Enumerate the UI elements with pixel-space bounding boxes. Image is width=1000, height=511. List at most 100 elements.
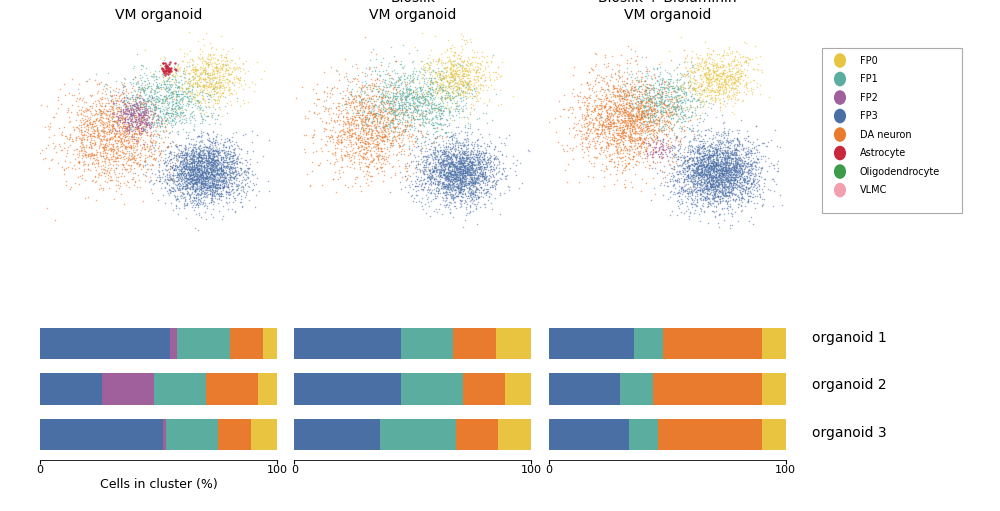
Point <box>723 175 739 183</box>
Point <box>692 51 708 59</box>
Point <box>673 183 689 192</box>
Point <box>660 101 676 109</box>
Point <box>657 101 673 109</box>
Point <box>471 161 487 169</box>
Point <box>656 181 672 189</box>
Point <box>137 177 153 185</box>
Point <box>458 72 474 80</box>
Point <box>192 105 208 113</box>
Point <box>366 162 382 170</box>
Point <box>155 170 171 178</box>
Point <box>456 176 472 184</box>
Point <box>699 183 715 192</box>
Point <box>726 73 742 81</box>
Point <box>610 139 626 147</box>
Point <box>164 163 180 171</box>
Point <box>645 121 661 129</box>
Point <box>344 77 360 85</box>
Point <box>205 186 221 194</box>
Point <box>417 165 433 173</box>
Point <box>339 131 355 140</box>
Point <box>397 164 413 172</box>
Point <box>134 123 150 131</box>
Point <box>187 178 203 187</box>
Point <box>685 171 701 179</box>
Point <box>662 76 678 84</box>
Point <box>185 152 201 160</box>
Point <box>180 178 196 187</box>
Point <box>129 103 145 111</box>
Point <box>685 177 701 185</box>
Point <box>179 187 195 195</box>
Point <box>200 161 216 170</box>
Point <box>423 151 439 159</box>
Point <box>664 154 680 162</box>
Point <box>128 115 144 124</box>
Point <box>345 74 361 82</box>
Point <box>109 153 125 161</box>
Point <box>104 145 120 153</box>
Point <box>207 183 223 191</box>
Point <box>161 60 177 68</box>
Point <box>436 189 452 197</box>
Point <box>651 114 667 123</box>
Point <box>170 153 186 161</box>
Point <box>205 128 221 136</box>
Point <box>677 155 693 164</box>
Point <box>121 123 137 131</box>
Point <box>194 183 210 192</box>
Point <box>450 83 466 91</box>
Point <box>599 111 615 120</box>
Point <box>615 134 631 142</box>
Point <box>454 163 470 171</box>
Point <box>193 171 209 179</box>
Point <box>620 88 636 97</box>
Point <box>92 107 108 115</box>
Point <box>434 109 450 118</box>
Point <box>622 80 638 88</box>
Point <box>333 109 349 118</box>
Point <box>720 164 736 172</box>
Point <box>462 108 478 116</box>
Point <box>191 106 207 114</box>
Point <box>115 106 131 114</box>
Point <box>421 173 437 181</box>
Point <box>689 178 705 187</box>
Point <box>116 100 132 108</box>
Point <box>202 75 218 83</box>
Point <box>132 131 148 139</box>
Point <box>202 137 218 146</box>
Point <box>658 130 674 138</box>
Point <box>157 183 173 192</box>
Point <box>451 154 467 162</box>
Point <box>358 124 374 132</box>
Point <box>109 153 125 161</box>
Point <box>400 84 416 92</box>
Point <box>193 168 209 176</box>
Point <box>446 171 462 179</box>
Point <box>130 114 146 123</box>
Point <box>732 175 748 183</box>
Point <box>435 59 451 67</box>
Point <box>706 194 722 202</box>
Point <box>643 106 659 114</box>
Point <box>135 103 151 111</box>
Point <box>690 165 706 173</box>
Point <box>197 193 213 201</box>
Point <box>163 111 179 119</box>
Point <box>206 152 222 160</box>
Point <box>430 85 446 94</box>
Point <box>212 151 228 159</box>
Point <box>708 85 724 94</box>
Point <box>701 65 717 74</box>
Point <box>468 165 484 173</box>
Point <box>407 90 423 98</box>
Point <box>344 130 360 138</box>
Point <box>727 197 743 205</box>
Point <box>183 155 199 163</box>
Point <box>452 153 468 161</box>
Point <box>93 112 109 121</box>
Point <box>413 155 429 164</box>
Point <box>406 119 422 127</box>
Point <box>147 103 163 111</box>
